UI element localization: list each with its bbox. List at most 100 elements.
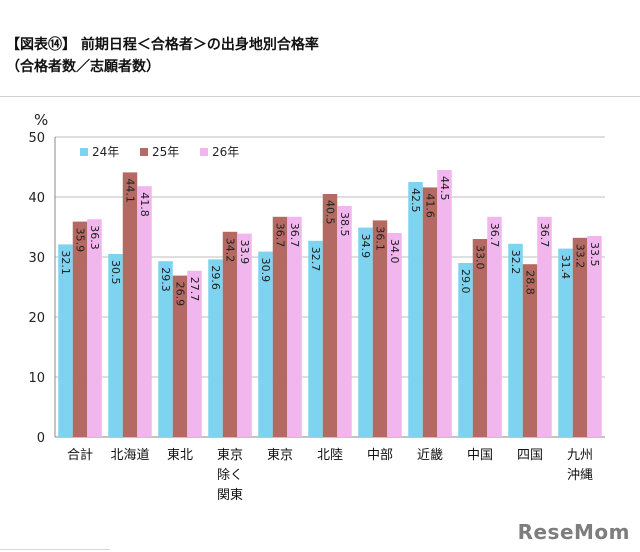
chart-subtitle: （合格者数／志願者数） [6, 59, 160, 75]
bar [208, 259, 223, 437]
x-tick-label: 除く [217, 468, 243, 483]
x-tick-label: 沖縄 [567, 468, 593, 483]
data-label: 41.8 [138, 192, 151, 217]
bar [508, 243, 523, 437]
data-label: 30.5 [109, 260, 122, 285]
x-tick-label: 東京 [217, 447, 243, 463]
bar [237, 233, 252, 437]
bar [58, 244, 73, 437]
bar [322, 194, 338, 437]
data-label: 30.9 [259, 258, 272, 283]
data-label: 29.6 [209, 265, 222, 290]
bar [458, 263, 473, 437]
bar [137, 186, 152, 437]
header-divider [0, 96, 640, 97]
data-label: 36.1 [374, 226, 387, 251]
footer-divider [0, 549, 110, 550]
x-tick-label: 東北 [167, 447, 193, 463]
bar [422, 187, 438, 437]
data-label: 29.3 [159, 267, 172, 292]
bar [437, 170, 452, 437]
bar [258, 251, 273, 437]
bar [308, 240, 323, 437]
y-tick-label: 50 [28, 131, 45, 146]
x-tick-label: 九州 [567, 448, 593, 463]
bar [387, 233, 402, 437]
data-label: 41.6 [424, 193, 437, 218]
data-label: 32.2 [509, 250, 522, 274]
data-label: 34.2 [224, 238, 237, 262]
bar [522, 264, 538, 437]
bar [558, 248, 573, 437]
chart-title: 【図表⑭】 前期日程＜合格者＞の出身地別合格率 [6, 37, 319, 53]
data-label: 26.9 [174, 282, 187, 307]
data-label: 31.4 [559, 255, 572, 280]
data-label: 40.5 [324, 200, 337, 225]
bar [158, 261, 173, 437]
data-label: 33.9 [238, 240, 251, 265]
data-label: 28.8 [524, 270, 537, 295]
x-tick-label: 中国 [467, 448, 493, 463]
y-tick-label: 10 [28, 371, 45, 386]
bar [408, 182, 423, 437]
data-label: 32.7 [309, 247, 322, 271]
bar [537, 216, 552, 437]
y-tick-label: 40 [28, 191, 45, 206]
x-tick-label: 北陸 [317, 447, 343, 463]
data-label: 32.1 [59, 250, 72, 275]
bar [87, 219, 102, 437]
x-tick-label: 関東 [217, 487, 243, 500]
data-label: 33.2 [574, 244, 587, 268]
bar-chart: 0 10 20 30 40 50% 32.135.9 36.3 合計 30.5 44.141.8 北海… [28, 111, 605, 500]
data-label: 42.5 [409, 188, 422, 213]
bar [587, 236, 602, 437]
bar [122, 172, 138, 437]
x-tick-label: 中部 [367, 448, 393, 463]
legend-label: 26年 [212, 145, 239, 159]
data-label: 36.7 [488, 223, 501, 248]
legend-label: 25年 [152, 145, 179, 159]
bar [287, 216, 302, 437]
legend-swatch [200, 148, 208, 156]
resemom-logo: ReseMom [517, 520, 630, 544]
data-label: 36.3 [88, 225, 101, 250]
bar [358, 227, 373, 437]
x-tick-label: 合計 [67, 447, 93, 463]
x-tick-label: 北海道 [110, 448, 149, 463]
bar [337, 206, 352, 437]
y-tick-label: 20 [28, 311, 45, 326]
data-label: 38.5 [338, 212, 351, 237]
bar [172, 275, 188, 437]
x-tick-label: 東京 [267, 447, 293, 463]
data-label: 36.7 [274, 223, 287, 248]
data-label: 27.7 [188, 277, 201, 302]
data-label: 44.1 [124, 178, 137, 203]
bar [72, 221, 88, 437]
header: 【図表⑭】 前期日程＜合格者＞の出身地別合格率 （合格者数／志願者数） [6, 34, 626, 78]
data-label: 33.5 [588, 242, 601, 267]
legend-label: 24年 [92, 145, 119, 159]
bar [487, 216, 502, 437]
bar [187, 270, 202, 437]
x-tick-label: 近畿 [417, 448, 443, 463]
x-tick-label: 四国 [517, 448, 543, 463]
data-label: 29.0 [459, 269, 472, 294]
bar [108, 254, 123, 437]
y-tick-label: 0 [37, 431, 45, 446]
bar [222, 231, 238, 437]
bar [272, 216, 288, 437]
y-unit-label: % [34, 111, 48, 129]
bar [472, 239, 488, 437]
bar [372, 220, 388, 437]
data-label: 36.7 [538, 223, 551, 248]
bar [572, 237, 588, 437]
legend-swatch [80, 148, 88, 156]
y-tick-label: 30 [28, 251, 45, 266]
data-label: 34.9 [359, 234, 372, 259]
data-label: 35.9 [73, 228, 86, 253]
data-label: 33.0 [474, 245, 487, 270]
data-label: 44.5 [438, 176, 451, 201]
data-label: 34.0 [388, 239, 401, 264]
data-label: 36.7 [288, 223, 301, 248]
legend-swatch [140, 148, 148, 156]
